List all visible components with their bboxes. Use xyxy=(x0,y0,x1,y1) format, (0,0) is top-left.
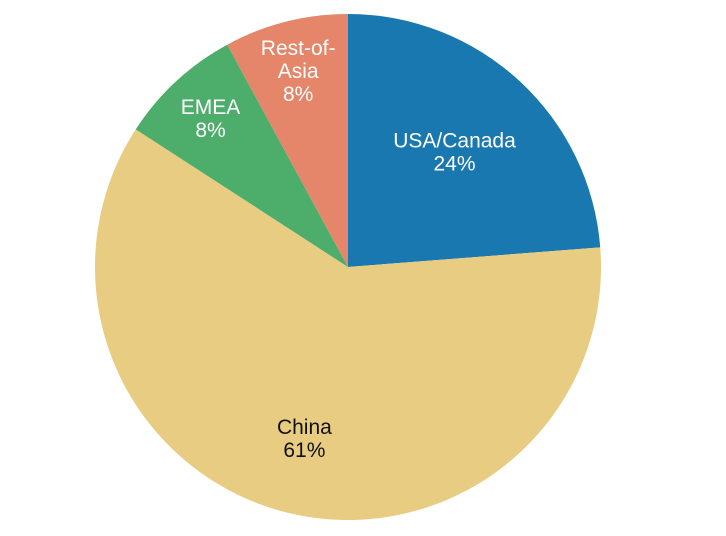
slice-label-china: China 61% xyxy=(277,416,332,462)
pie-slice-usa-canada xyxy=(348,14,601,267)
slice-label-emea: EMEA 8% xyxy=(181,96,241,142)
slice-percent: 24% xyxy=(434,152,476,175)
pie-slice-emea xyxy=(135,44,348,268)
pie-slice-china xyxy=(95,129,601,520)
slice-name: Rest-of- xyxy=(261,37,336,60)
slice-label-rest-of-asia: Rest-of-Asia 8% xyxy=(261,37,336,106)
slice-percent: 61% xyxy=(283,439,325,462)
slice-percent: 8% xyxy=(283,83,313,106)
slice-name: EMEA xyxy=(181,96,241,119)
slice-label-usa-canada: USA/Canada 24% xyxy=(393,129,516,175)
slice-percent: 8% xyxy=(195,119,225,142)
pie-labels: USA/Canada 24%China 61%EMEA 8%Rest-of-Asia 8… xyxy=(181,37,516,462)
slice-name: Asia xyxy=(278,60,319,83)
slice-name: USA/Canada xyxy=(393,129,516,152)
pie-slices xyxy=(95,14,601,520)
pie-slice-rest-of-asia xyxy=(227,14,348,267)
slice-name: China xyxy=(277,416,332,439)
